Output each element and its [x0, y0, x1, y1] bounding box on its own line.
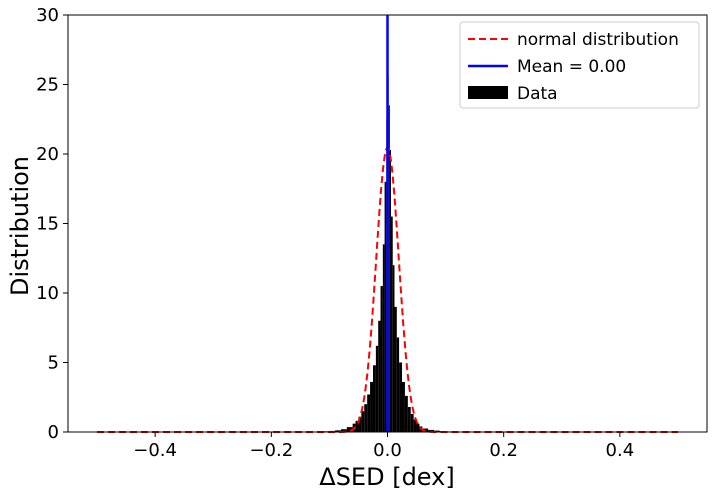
- histogram-bar: [394, 306, 397, 432]
- histogram-bar: [380, 286, 383, 432]
- histogram-bar: [335, 430, 342, 432]
- y-tick-label: 20: [36, 144, 59, 165]
- histogram-bar: [375, 345, 379, 432]
- x-tick-label: 0.2: [489, 440, 518, 461]
- histogram-bar: [358, 416, 362, 432]
- legend-label-normal: normal distribution: [517, 30, 679, 50]
- histogram-bar: [410, 413, 414, 432]
- y-tick-label: 5: [48, 353, 59, 374]
- histogram-bar: [402, 381, 405, 432]
- histogram-bar: [367, 394, 371, 432]
- legend: normal distribution Mean = 0.00 Data: [459, 21, 700, 109]
- histogram-bar: [378, 320, 381, 432]
- histogram-bar: [407, 406, 411, 432]
- y-axis-ticks: 0 5 10 15 20 25 30: [36, 5, 68, 443]
- y-tick-label: 25: [36, 75, 59, 96]
- histogram-bar: [382, 244, 385, 432]
- x-tick-label: −0.2: [249, 440, 293, 461]
- histogram-bar: [433, 430, 440, 432]
- x-tick-label: 0.4: [606, 440, 635, 461]
- legend-label-data: Data: [517, 84, 558, 104]
- legend-label-mean: Mean = 0.00: [517, 57, 626, 77]
- histogram-bar: [370, 381, 373, 432]
- histogram-bar: [364, 404, 368, 432]
- x-axis-title: ΔSED [dex]: [319, 463, 454, 491]
- legend-swatch-data: [468, 86, 508, 99]
- histogram-bar: [392, 265, 395, 432]
- histogram-bar: [389, 149, 391, 432]
- histogram-bars: [323, 74, 458, 433]
- histogram-bar: [399, 362, 403, 432]
- y-tick-label: 10: [36, 283, 59, 304]
- histogram-bar: [372, 365, 376, 432]
- histogram-bar: [341, 429, 347, 432]
- y-tick-label: 0: [48, 422, 59, 443]
- histogram-bar: [396, 337, 400, 432]
- histogram-bar: [346, 427, 353, 432]
- histogram-bar: [413, 419, 417, 432]
- legend-frame: [459, 21, 700, 109]
- y-axis-title: Distribution: [6, 156, 34, 296]
- histogram-bar: [390, 216, 393, 432]
- histogram-bar: [384, 181, 387, 432]
- histogram-bar: [388, 105, 390, 432]
- histogram-bar: [416, 423, 420, 432]
- histogram-bar: [355, 420, 359, 432]
- y-tick-label: 30: [36, 5, 59, 26]
- histogram-bar: [361, 411, 365, 432]
- y-tick-label: 15: [36, 214, 59, 235]
- x-tick-label: −0.4: [133, 440, 177, 461]
- x-axis-ticks: −0.4 −0.2 0.0 0.2 0.4: [133, 432, 634, 461]
- x-tick-label: 0.0: [373, 440, 402, 461]
- histogram-bar: [404, 395, 408, 432]
